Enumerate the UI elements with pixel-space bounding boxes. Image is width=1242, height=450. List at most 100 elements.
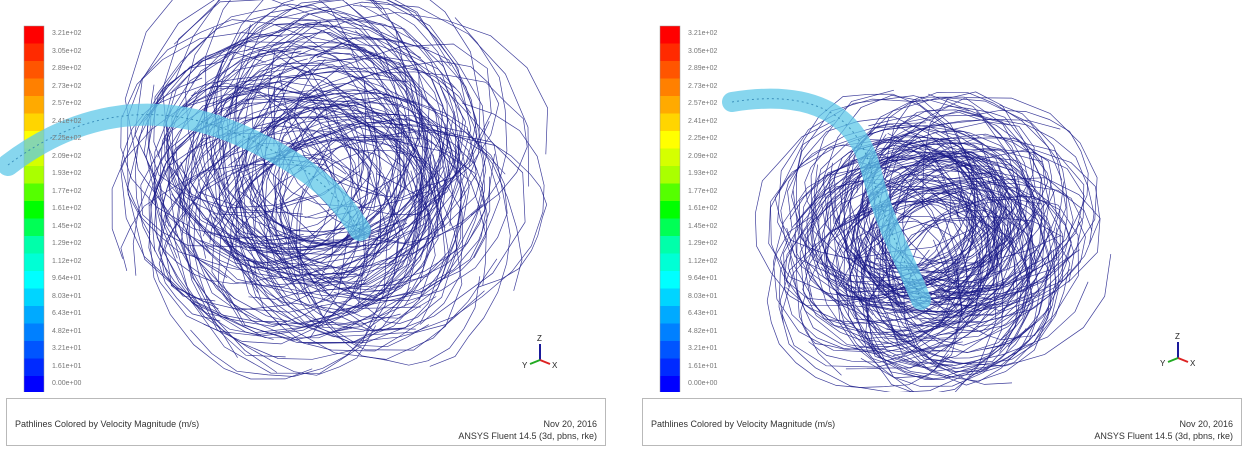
colorbar-segment — [24, 96, 44, 114]
pathline — [851, 147, 1085, 300]
pathline — [191, 173, 430, 335]
pathline — [229, 0, 429, 314]
pathline — [395, 65, 511, 367]
colorbar-segment — [24, 341, 44, 359]
colorbar-tick-label: 1.45e+02 — [688, 222, 718, 230]
pathline — [845, 201, 1004, 370]
pathline — [930, 133, 1057, 293]
colorbar-segment — [660, 43, 680, 61]
pathlines-render: Z X Y — [0, 0, 558, 392]
colorbar-tick-label: 3.21e+02 — [52, 30, 82, 37]
pathline — [934, 151, 1024, 300]
colorbar-segment — [660, 376, 680, 392]
pathline — [193, 140, 372, 326]
pathline — [225, 89, 523, 291]
pathline — [134, 0, 455, 252]
colorbar-tick-label: 1.29e+02 — [52, 240, 82, 247]
pathline — [247, 201, 450, 352]
pathline — [251, 20, 452, 208]
pathline — [153, 15, 398, 245]
pathline — [804, 152, 1034, 306]
pathline — [783, 157, 984, 351]
colorbar-segment — [24, 43, 44, 61]
pathline — [218, 37, 485, 343]
pathline — [821, 132, 951, 273]
colorbar-tick-label: 1.29e+02 — [688, 240, 718, 247]
pathline — [824, 121, 1035, 294]
pathline — [154, 109, 423, 360]
colorbar-segment — [660, 183, 680, 201]
pathline — [171, 82, 377, 270]
pathline — [309, 31, 486, 324]
pathline — [124, 0, 420, 264]
axis-label-y: Y — [1160, 359, 1166, 368]
pathline — [139, 75, 402, 197]
pathline — [171, 24, 427, 283]
pathline — [791, 98, 977, 297]
colorbar-segment — [24, 288, 44, 306]
pathline — [903, 227, 1071, 369]
pathline — [813, 164, 974, 314]
colorbar-tick-label: 0.00e+00 — [688, 380, 718, 387]
colorbar-segment — [24, 236, 44, 254]
pathline — [158, 143, 368, 311]
colorbar-segment — [660, 166, 680, 184]
colorbar-tick-label: 1.12e+02 — [52, 257, 82, 265]
pathline — [882, 91, 1063, 290]
pathline — [239, 61, 420, 233]
pathline — [766, 215, 949, 388]
colorbar-segment — [660, 78, 680, 96]
pathline — [242, 93, 463, 351]
plot-caption: Pathlines Colored by Velocity Magnitude … — [651, 419, 836, 429]
pathline — [779, 150, 975, 306]
graphics-viewport[interactable]: Z X Y — [636, 0, 1242, 392]
title-block: Pathlines Colored by Velocity Magnitude … — [6, 398, 606, 446]
pathline — [153, 172, 377, 376]
pathline — [821, 200, 975, 333]
colorbar-segment — [660, 218, 680, 236]
colorbar-segment — [24, 306, 44, 324]
pathline — [839, 96, 1067, 307]
colorbar-tick-label: 1.93e+02 — [52, 170, 82, 177]
pathline — [315, 30, 423, 296]
pathline — [293, 58, 490, 199]
pathline — [811, 161, 963, 379]
pathline — [886, 249, 1057, 373]
colorbar-tick-label: 2.73e+02 — [688, 82, 718, 90]
pathline — [853, 139, 1003, 318]
colorbar-segment — [660, 96, 680, 114]
pathline — [873, 276, 1051, 359]
colorbar-segment — [660, 201, 680, 219]
pathline — [233, 11, 548, 275]
pathline — [234, 54, 498, 360]
pathlines — [754, 89, 1112, 392]
pathline — [254, 56, 487, 288]
colorbar-tick-label: 1.45e+02 — [52, 222, 82, 230]
colorbar-tick-label: 2.89e+02 — [688, 65, 718, 72]
colorbar-segment — [660, 288, 680, 306]
pathline — [863, 164, 1029, 340]
colorbar-tick-label: 2.09e+02 — [688, 152, 718, 160]
colorbar-segment — [24, 323, 44, 341]
colorbar-tick-label: 4.82e+01 — [688, 327, 718, 335]
pathline — [295, 188, 481, 366]
pathline — [253, 102, 433, 234]
axis-label-z: Z — [1175, 332, 1180, 341]
pathline — [184, 27, 440, 301]
colorbar-tick-label: 1.61e+01 — [688, 362, 718, 370]
pathline — [871, 109, 1053, 316]
inlet-jet — [722, 88, 931, 310]
pathline — [235, 43, 444, 233]
solver-info: ANSYS Fluent 14.5 (3d, pbns, rke) — [1094, 431, 1233, 441]
colorbar-tick-label: 1.12e+02 — [688, 257, 718, 265]
pathline — [140, 70, 406, 249]
pathline — [258, 4, 461, 248]
axis-label-z: Z — [537, 334, 542, 343]
graphics-viewport[interactable]: Z X Y — [0, 0, 612, 392]
solver-info: ANSYS Fluent 14.5 (3d, pbns, rke) — [458, 431, 597, 441]
pathline — [174, 0, 481, 269]
colorbar-segment — [24, 271, 44, 289]
colorbar-tick-label: 0.00e+00 — [52, 380, 82, 387]
pathline — [836, 171, 1084, 313]
colorbar-tick-label: 2.41e+02 — [52, 117, 82, 125]
